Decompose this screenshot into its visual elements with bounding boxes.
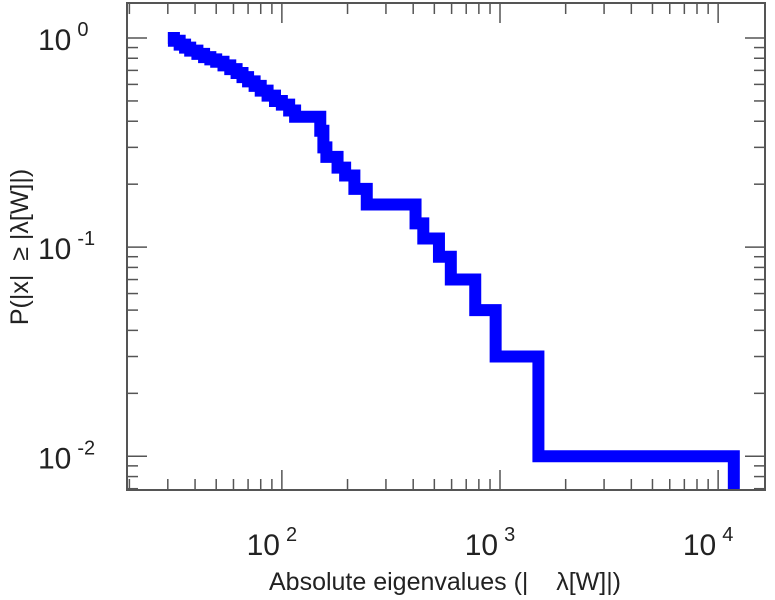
y-tick-label: 10 -2: [38, 437, 95, 475]
x-tick-label: 10 3: [465, 524, 516, 562]
y-tick-label: 10 -1: [38, 228, 95, 266]
ccdf-step-line: [167, 31, 740, 490]
series-layer: [167, 31, 740, 490]
y-axis-label: P(|x| ≥ |λ[W]|): [6, 169, 34, 325]
x-tick-label: 10 4: [683, 524, 734, 562]
x-axis-label: Absolute eigenvalues (| λ[W]|): [269, 568, 621, 596]
x-tick-labels: 10 2 10 3 10 4: [247, 524, 734, 562]
plot-frame: [126, 2, 766, 491]
axis-ticks: [127, 3, 765, 490]
y-tick-label: 10 0: [38, 19, 89, 57]
x-tick-label: 10 2: [247, 524, 298, 562]
